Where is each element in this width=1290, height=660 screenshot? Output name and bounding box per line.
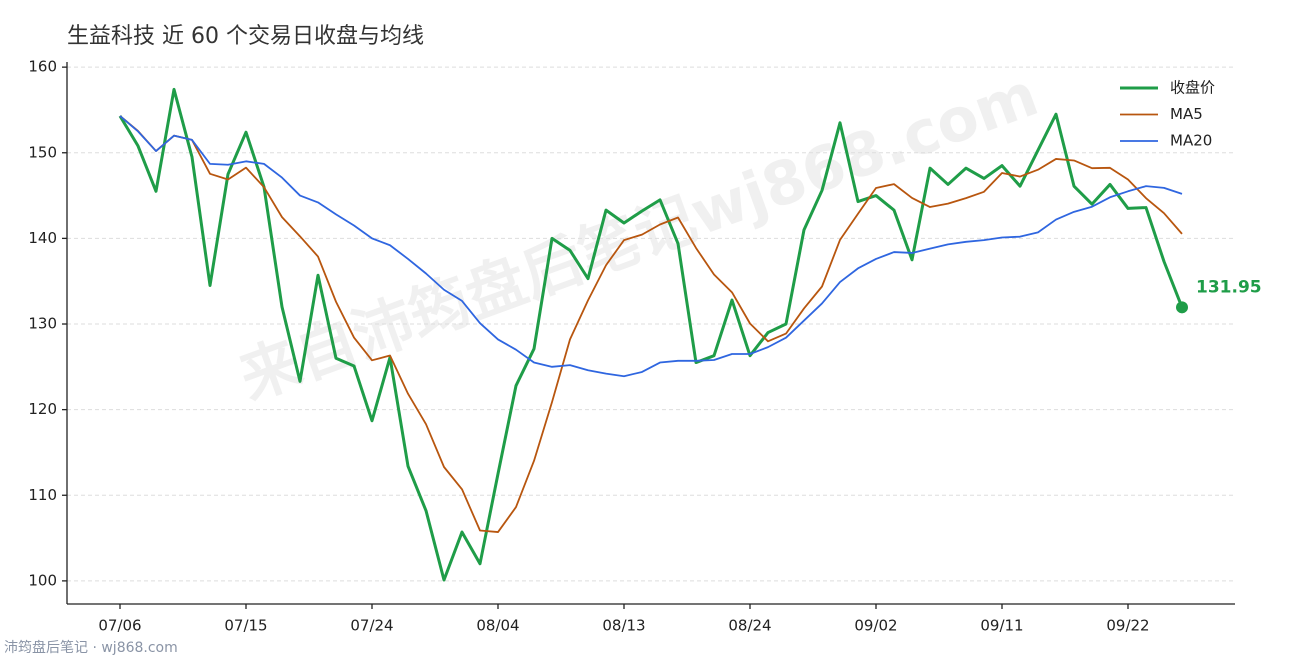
series-line	[118, 87, 1184, 582]
y-tick-label: 120	[28, 400, 57, 418]
legend-label: 收盘价	[1170, 79, 1215, 97]
last-value-label: 131.95	[1196, 277, 1262, 297]
legend-label: MA20	[1170, 132, 1212, 150]
x-tick-label: 09/22	[1106, 617, 1149, 635]
y-tick-label: 100	[28, 571, 57, 589]
y-tick-label: 110	[28, 486, 57, 504]
y-tick-label: 130	[28, 315, 57, 333]
chart-title: 生益科技 近 60 个交易日收盘与均线	[67, 24, 424, 49]
x-tick-label: 08/13	[602, 617, 645, 635]
x-tick-label: 07/06	[98, 617, 141, 635]
watermark: 来自沛筠盘后笔记wj868.com	[231, 60, 1047, 414]
x-tick-label: 09/11	[980, 617, 1023, 635]
x-tick-label: 08/04	[476, 617, 519, 635]
x-tick-label: 08/24	[728, 617, 771, 635]
y-tick-label: 150	[28, 143, 57, 161]
x-tick-label: 07/15	[224, 617, 267, 635]
y-tick-label: 140	[28, 229, 57, 247]
x-tick-label: 09/02	[854, 617, 897, 635]
series-line	[119, 115, 1183, 378]
last-point	[1176, 301, 1188, 314]
y-tick-label: 160	[28, 58, 57, 76]
legend-label: MA5	[1170, 105, 1203, 123]
footer: 沛筠盘后笔记 · wj868.com	[4, 639, 178, 656]
series-line	[119, 115, 1183, 533]
x-tick-label: 07/24	[350, 617, 393, 635]
